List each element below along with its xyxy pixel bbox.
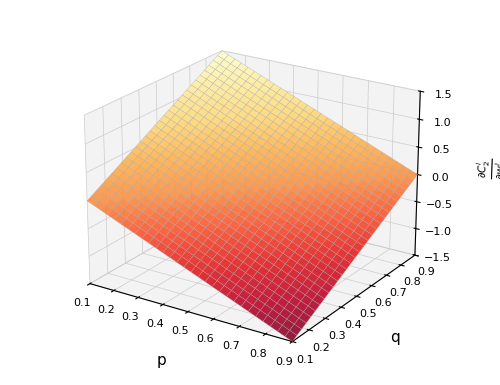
- Y-axis label: q: q: [390, 330, 400, 345]
- X-axis label: p: p: [157, 353, 167, 368]
